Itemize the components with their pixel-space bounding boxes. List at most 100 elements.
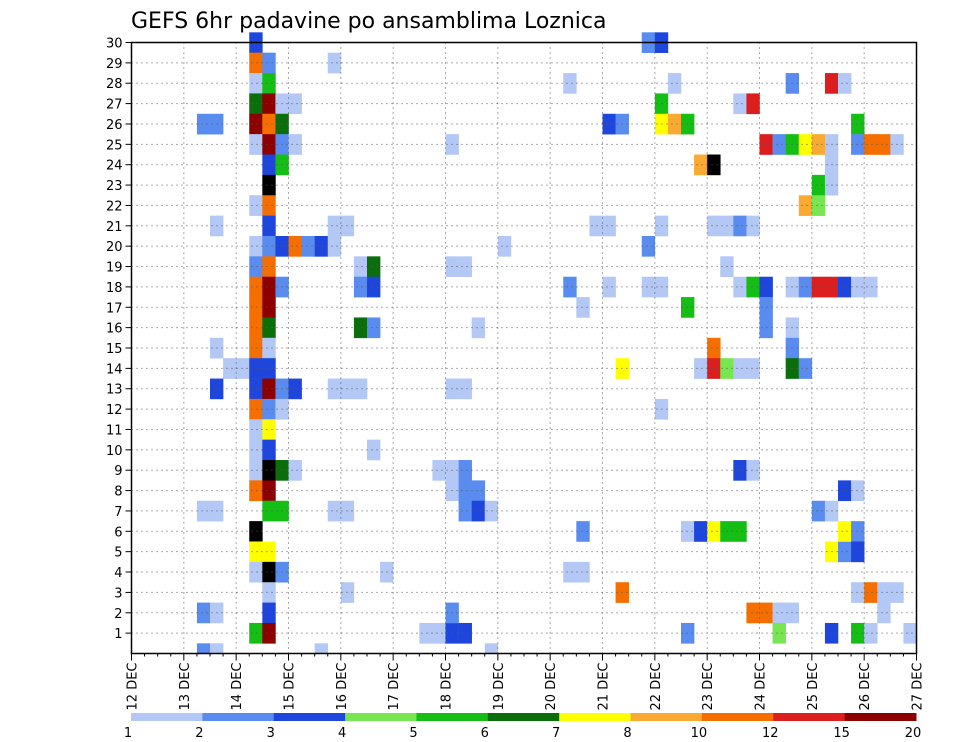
- y-tick-label: 15: [106, 342, 123, 357]
- y-tick-label: 23: [106, 179, 123, 194]
- y-tick-label: 3: [114, 586, 122, 601]
- precip-cell: [733, 521, 747, 542]
- precip-cell: [497, 235, 512, 257]
- precip-cell: [759, 317, 773, 339]
- colorbar-swatch: [202, 713, 275, 721]
- precip-cell: [249, 134, 263, 155]
- precip-cell: [249, 73, 263, 94]
- precip-cell: [249, 541, 263, 563]
- precip-cell: [602, 276, 616, 298]
- precip-cell: [667, 113, 682, 135]
- precip-cell: [798, 358, 813, 379]
- precip-cell: [851, 582, 865, 603]
- precip-cell: [733, 460, 747, 481]
- precip-cell: [864, 134, 878, 155]
- precip-cell: [262, 215, 276, 237]
- x-axis: 12 DEC 13 DEC 14 DEC 15 DEC 16 DEC 17 DEC 18 D…: [126, 653, 926, 711]
- precip-cell: [249, 52, 263, 74]
- precip-cell: [262, 378, 276, 400]
- precip-cell: [223, 358, 237, 379]
- x-tick-label: 27 DEC: [911, 663, 926, 711]
- colorbar: 1 2 3 4 5 6 7 8 10 12 15 20: [124, 713, 921, 741]
- precip-cell: [733, 358, 747, 379]
- x-tick-label: 21 DEC: [597, 663, 612, 711]
- x-tick-label: 12 DEC: [126, 663, 141, 711]
- precip-cell: [249, 256, 263, 278]
- colorbar-swatch: [345, 713, 417, 721]
- y-tick-label: 1: [114, 627, 122, 642]
- precip-cell: [707, 215, 721, 237]
- precip-cell: [262, 113, 276, 135]
- precip-cell: [249, 561, 263, 583]
- precip-cell: [249, 439, 263, 461]
- x-tick-label: 20 DEC: [544, 663, 559, 711]
- precip-cell: [249, 480, 263, 502]
- precip-cell: [196, 602, 211, 624]
- y-tick-label: 17: [106, 301, 123, 316]
- precip-cell: [196, 500, 211, 522]
- precip-cell: [353, 276, 368, 298]
- precip-cell: [576, 561, 590, 583]
- y-tick-label: 16: [106, 322, 123, 337]
- x-tick-label: 13 DEC: [178, 663, 193, 711]
- colorbar-swatch: [273, 713, 346, 721]
- precip-cell: [327, 500, 342, 522]
- precip-cell: [249, 317, 263, 339]
- cells-layer: [196, 32, 917, 654]
- colorbar-label: 8: [623, 726, 631, 741]
- precip-cell: [602, 215, 616, 237]
- precip-cell: [262, 419, 276, 440]
- precip-cell: [288, 378, 302, 400]
- precip-cell: [327, 215, 342, 237]
- precip-cell: [851, 622, 865, 644]
- precip-cell: [746, 276, 760, 298]
- y-tick-label: 8: [114, 485, 122, 500]
- precip-cell: [262, 276, 276, 298]
- x-tick-label: 16 DEC: [335, 663, 350, 711]
- y-tick-label: 7: [114, 505, 122, 520]
- x-tick-label: 24 DEC: [754, 663, 769, 711]
- precip-cell: [694, 521, 708, 542]
- y-tick-label: 2: [114, 607, 122, 622]
- precip-cell: [262, 297, 276, 318]
- precip-cell: [563, 73, 577, 94]
- precip-cell: [811, 174, 826, 196]
- precip-cell: [746, 358, 760, 379]
- colorbar-swatch: [416, 713, 489, 721]
- precip-cell: [262, 52, 276, 74]
- precip-cell: [759, 602, 773, 624]
- precip-cell: [707, 337, 721, 359]
- y-tick-label: 21: [106, 220, 123, 235]
- precip-cell: [851, 521, 865, 542]
- precip-cell: [903, 622, 917, 644]
- precip-cell: [262, 480, 276, 502]
- precip-cell: [314, 235, 329, 257]
- precip-cell: [667, 73, 682, 94]
- precip-cell: [262, 154, 276, 176]
- precip-cell: [367, 439, 381, 461]
- x-tick-label: 26 DEC: [858, 663, 873, 711]
- precip-cell: [353, 378, 368, 400]
- precip-cell: [733, 276, 747, 298]
- precip-cell: [576, 297, 590, 318]
- colorbar-swatch: [630, 713, 703, 721]
- precip-cell: [262, 358, 276, 379]
- precip-cell: [262, 541, 276, 563]
- y-tick-label: 26: [106, 118, 123, 133]
- y-tick-label: 18: [106, 281, 123, 296]
- precip-cell: [262, 602, 276, 624]
- precip-cell: [458, 378, 472, 400]
- y-axis: 1234567891011121314151617181920212223242…: [106, 37, 132, 642]
- precip-cell: [772, 602, 786, 624]
- precip-cell: [262, 398, 276, 420]
- precip-cell: [877, 134, 891, 155]
- precip-cell: [707, 154, 721, 176]
- precip-cell: [249, 358, 263, 379]
- y-tick-label: 29: [106, 57, 123, 72]
- precip-cell: [694, 358, 708, 379]
- precip-cell: [210, 643, 224, 654]
- precip-cell: [327, 235, 342, 257]
- precip-cell: [576, 521, 590, 542]
- precip-cell: [746, 215, 760, 237]
